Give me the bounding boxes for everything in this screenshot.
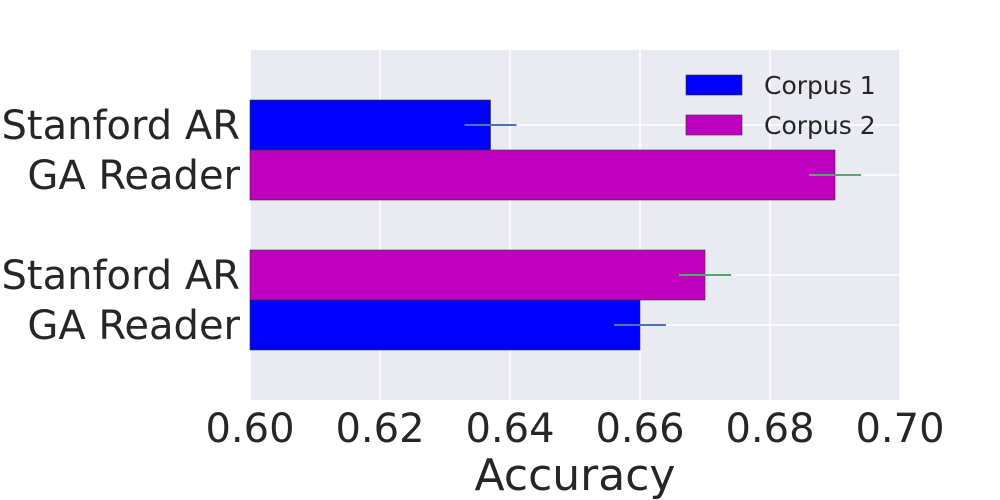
x-tick-labels: 0.60 0.62 0.64 0.66 0.68 0.70 [205,406,944,452]
x-tick-label: 0.60 [205,406,294,452]
legend-swatch [685,74,743,96]
legend-swatch [685,114,743,136]
x-tick-label: 0.62 [335,406,424,452]
y-tick-label: Stanford AR [2,253,241,299]
legend-label: Corpus 1 [764,71,876,100]
bars [249,99,861,351]
legend: Corpus 1 Corpus 2 [685,71,876,140]
x-tick-label: 0.70 [855,406,944,452]
x-tick-label: 0.68 [725,406,814,452]
y-tick-label: Stanford AR [2,103,241,149]
legend-label: Corpus 2 [764,111,876,140]
bar-corpus-2 [249,149,836,201]
x-tick-label: 0.64 [465,406,554,452]
x-axis-label: Accuracy [475,450,676,500]
bar-corpus-2 [249,249,706,301]
x-tick-label: 0.66 [595,406,684,452]
bar-corpus-1 [249,99,491,151]
y-tick-label: GA Reader [27,153,240,199]
bar-corpus-1 [249,299,641,351]
y-tick-label: GA Reader [27,303,240,349]
